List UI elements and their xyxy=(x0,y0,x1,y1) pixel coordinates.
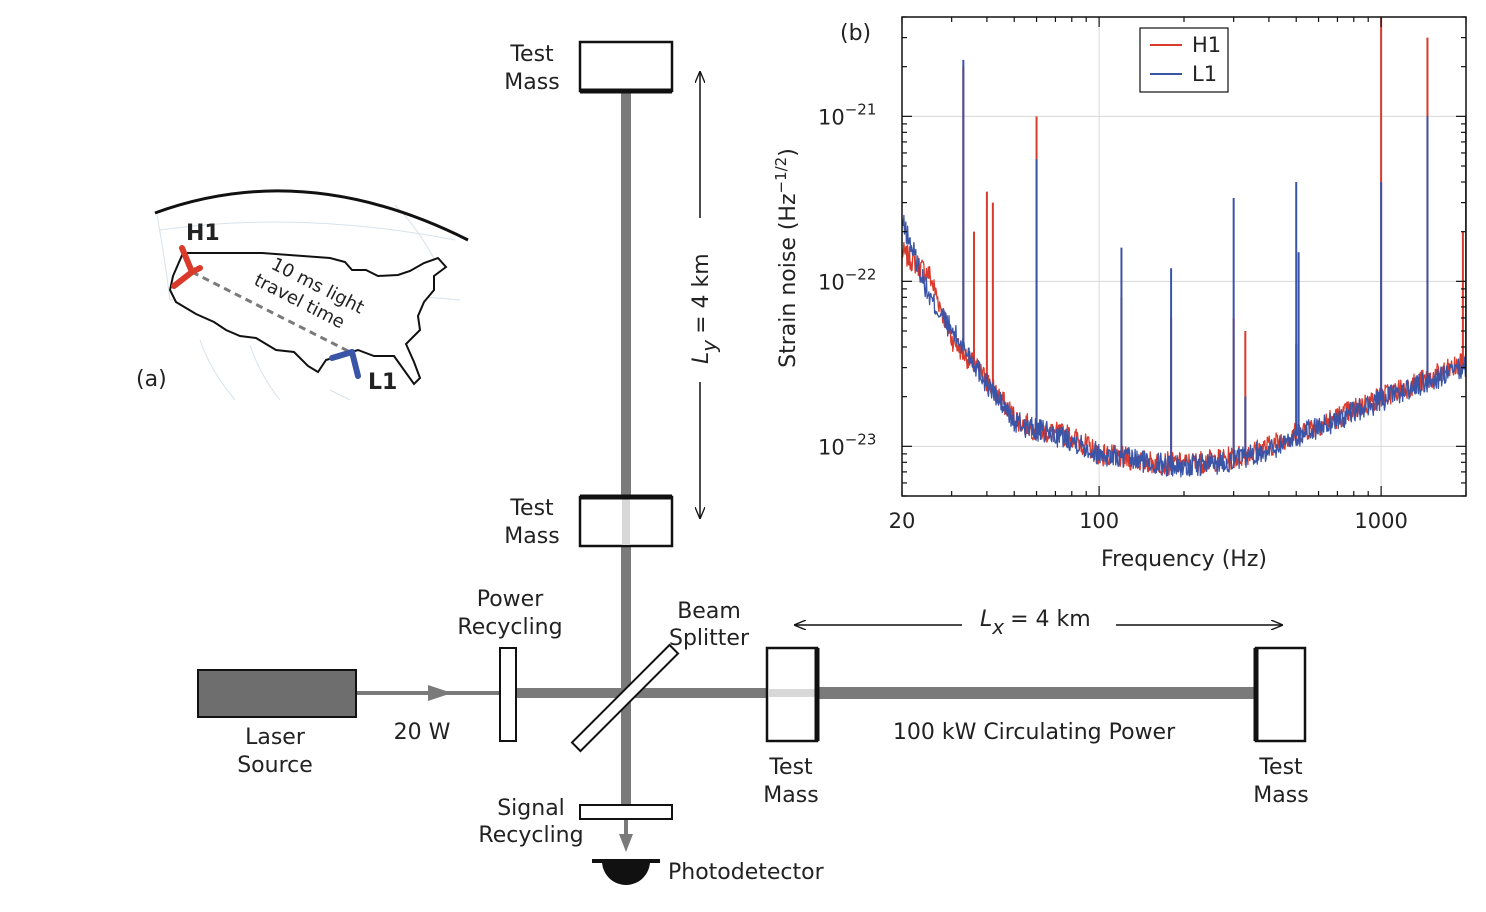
series-line-l1 xyxy=(902,214,1466,478)
arm-y-length-label: Ly= 4 km xyxy=(689,253,721,364)
us-outline xyxy=(168,252,448,386)
x-tick-label: 1000 xyxy=(1354,509,1407,533)
y-tick-label: 10−22 xyxy=(818,265,876,294)
x-tick-label: 20 xyxy=(889,509,916,533)
chart-series xyxy=(902,17,1466,478)
laser-source-box xyxy=(197,669,357,718)
photodetector-icon xyxy=(592,859,660,885)
arm-x-length-label: Lx = 4 km xyxy=(980,607,1091,639)
l1-detector-icon xyxy=(329,349,361,379)
x-tick-label: 100 xyxy=(1079,509,1119,533)
signal-recycling-label-line2: Recycling xyxy=(478,823,583,848)
power-recycling-label-line1: Power xyxy=(477,587,544,612)
light-travel-line xyxy=(191,270,351,354)
test-mass-y-far-label-line1: Test xyxy=(509,42,554,67)
test-mass-x-near-label-line2: Mass xyxy=(763,783,818,808)
beam-splitter-label-line2: Splitter xyxy=(669,626,750,651)
laser-label-line2: Source xyxy=(237,753,313,778)
chart-legend: H1 L1 xyxy=(1139,27,1229,93)
site-label-h1: H1 xyxy=(186,221,220,246)
legend-label-l1: L1 xyxy=(1192,62,1217,86)
test-mass-y-near-beam-pass xyxy=(622,499,630,545)
horizon-arc xyxy=(154,189,469,242)
test-mass-x-near-label-line1: Test xyxy=(768,755,813,780)
test-mass-y-far xyxy=(578,40,674,93)
test-mass-x-far-label-line1: Test xyxy=(1258,755,1303,780)
circulating-power-label: 100 kW Circulating Power xyxy=(893,720,1176,745)
power-recycling-mirror xyxy=(499,647,517,742)
panel-label-a: (a) xyxy=(136,367,167,392)
chart-x-axis-label: Frequency (Hz) xyxy=(1101,547,1267,572)
input-beam-arrow-icon xyxy=(428,685,452,701)
interferometer-diagram: Laser Source 20 W Power Recycling Beam S… xyxy=(197,40,1309,885)
output-beam-arrow-icon xyxy=(619,834,633,852)
beam-splitter-label-line1: Beam xyxy=(677,599,741,624)
chart-ticks: 20 100 1000 10−23 10−22 10−21 xyxy=(818,16,1467,533)
legend-label-h1: H1 xyxy=(1192,33,1221,57)
test-mass-y-near-label-line1: Test xyxy=(509,496,554,521)
photodetector-label: Photodetector xyxy=(668,860,825,885)
test-mass-y-far-label-line2: Mass xyxy=(504,70,559,95)
test-mass-x-far xyxy=(1254,646,1307,743)
test-mass-y-near-label-line2: Mass xyxy=(504,524,559,549)
panel-a-map: H1 L1 10 ms light travel time (a) xyxy=(136,189,469,401)
laser-label-line1: Laser xyxy=(245,725,306,750)
input-power-label: 20 W xyxy=(394,720,451,745)
h1-detector-icon xyxy=(171,245,203,289)
signal-recycling-label-line1: Signal xyxy=(497,796,565,821)
chart-y-axis-label: Strain noise (Hz−1/2) xyxy=(772,148,801,368)
test-mass-x-near-beam-pass xyxy=(769,689,815,697)
site-label-l1: L1 xyxy=(368,370,397,395)
y-tick-label: 10−23 xyxy=(818,430,876,459)
test-mass-x-far-label-line2: Mass xyxy=(1253,783,1308,808)
y-tick-label: 10−21 xyxy=(818,100,876,129)
beam-splitter xyxy=(570,643,680,753)
signal-recycling-mirror xyxy=(579,804,673,820)
power-recycling-label-line2: Recycling xyxy=(457,615,562,640)
panel-label-b: (b) xyxy=(840,21,871,46)
panel-b-chart: (b) 20 100 1000 10−23 10−22 10−21 Frequency (… xyxy=(772,16,1467,572)
